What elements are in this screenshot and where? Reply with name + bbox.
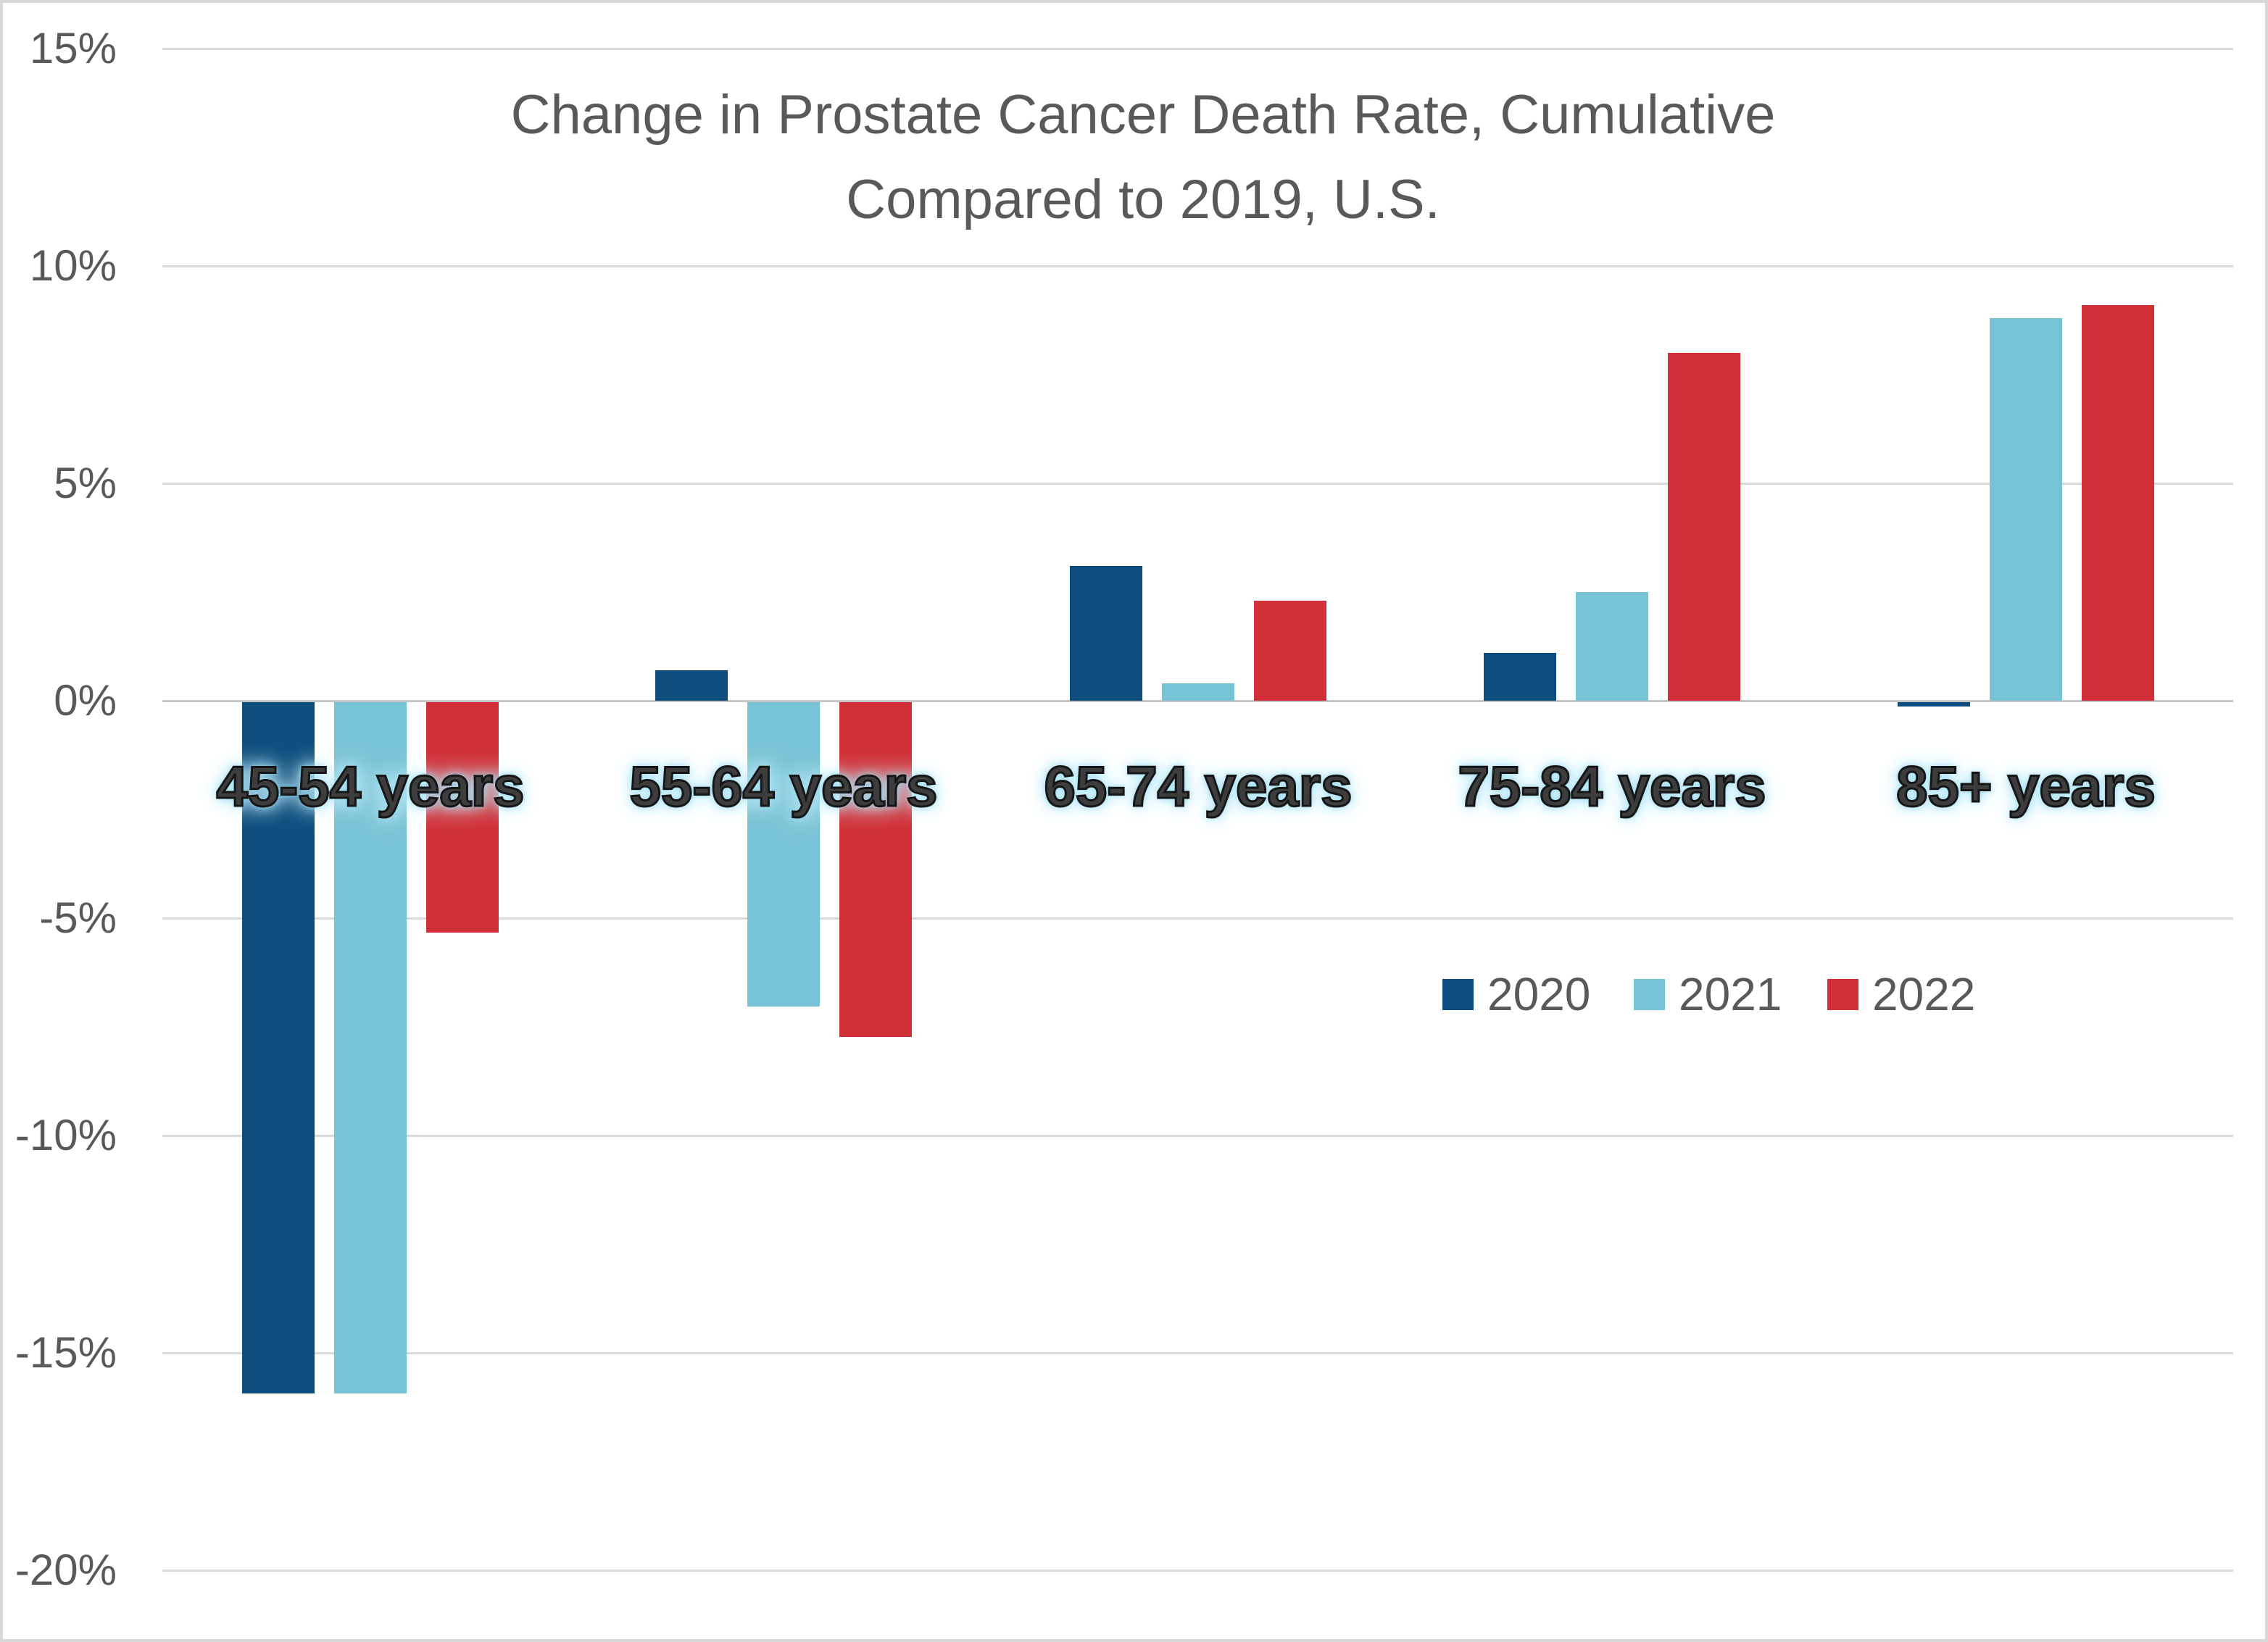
gridline-15% [162,48,2233,50]
y-tick-label-15%: 15% [29,24,117,72]
bar-2020-45-54-years [242,702,315,1393]
legend-item-2022: 2022 [1827,968,1976,1020]
bar-2020-85-years [1898,702,1970,707]
chart-title: Change in Prostate Cancer Death Rate, Cu… [162,72,2124,242]
bar-2020-75-84-years [1484,653,1556,701]
y-tick-label-10%: 10% [29,241,117,290]
category-label-75-84-years: 75-84 years [1457,754,1767,820]
bar-2021-55-64-years [747,702,820,1007]
bar-2021-85-years [1990,318,2062,701]
bar-2021-45-54-years [334,702,407,1393]
bar-2020-55-64-years [655,670,728,701]
legend-swatch-2022 [1827,978,1858,1010]
y-tick-label-5%: 5% [54,459,117,507]
legend-label-2021: 2021 [1679,968,1782,1020]
chart-title-line2: Compared to 2019, U.S. [846,169,1440,230]
bar-2021-65-74-years [1162,683,1234,701]
y-tick-label-0%: 0% [54,676,117,725]
legend-swatch-2020 [1442,978,1474,1010]
bar-2022-45-54-years [426,702,499,933]
legend-item-2021: 2021 [1634,968,1782,1020]
gridline--15% [162,1352,2233,1354]
bar-2022-65-74-years [1254,601,1326,701]
gridline--5% [162,917,2233,920]
zero-gridline [162,700,2233,702]
bar-2022-85-years [2082,305,2154,701]
bar-2022-75-84-years [1668,353,1740,701]
chart-title-line1: Change in Prostate Cancer Death Rate, Cu… [510,84,1776,146]
legend-item-2020: 2020 [1442,968,1591,1020]
category-label-85-years: 85+ years [1895,754,2157,820]
category-label-45-54-years: 45-54 years [215,754,526,820]
gridline--20% [162,1570,2233,1572]
y-tick-label--15%: -15% [14,1328,117,1377]
gridline-10% [162,265,2233,267]
legend-swatch-2021 [1634,978,1665,1010]
legend-label-2020: 2020 [1487,968,1591,1020]
category-label-65-74-years: 65-74 years [1043,754,1353,820]
gridline-5% [162,483,2233,485]
bar-2022-55-64-years [839,702,912,1037]
gridline--10% [162,1135,2233,1137]
category-label-55-64-years: 55-64 years [628,754,939,820]
bar-2020-65-74-years [1070,566,1142,701]
y-tick-label--5%: -5% [39,893,117,942]
legend-label-2022: 2022 [1872,968,1976,1020]
y-tick-label--10%: -10% [14,1111,117,1159]
bar-2021-75-84-years [1576,592,1648,701]
y-tick-label--20%: -20% [14,1546,117,1594]
